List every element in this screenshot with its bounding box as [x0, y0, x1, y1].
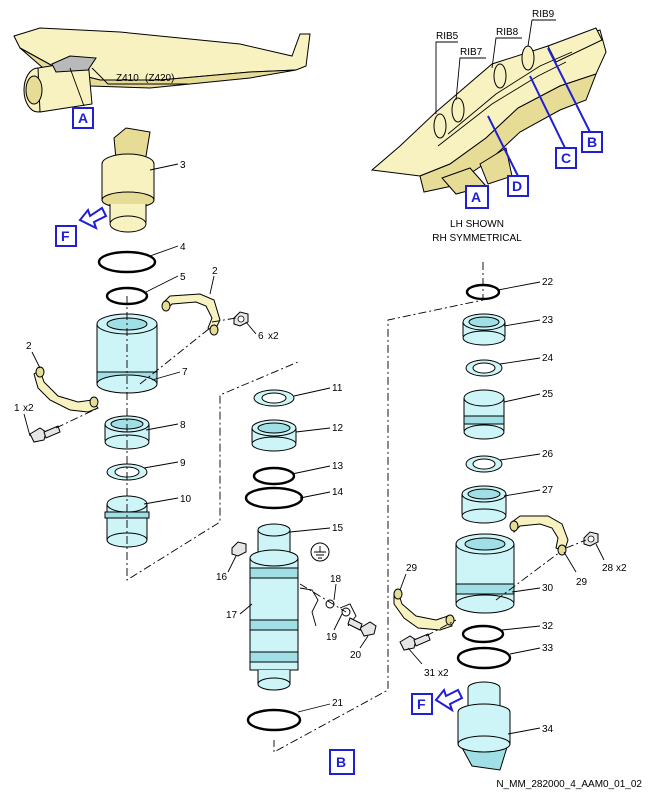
label-11: 11 — [332, 383, 343, 394]
svg-text:F: F — [61, 228, 70, 244]
part-6-nut — [233, 311, 249, 327]
label-16: 16 — [216, 572, 228, 583]
label-7: 7 — [182, 367, 188, 378]
part-12-ring — [251, 419, 297, 452]
part-3-coupling — [101, 127, 155, 233]
part-29-clamp-lower — [393, 588, 455, 631]
svg-text:A: A — [78, 110, 88, 126]
label-9: 9 — [180, 458, 186, 469]
part-2-clamp-upper — [161, 293, 221, 336]
part-15-17-duct — [249, 523, 299, 691]
label-23: 23 — [542, 315, 554, 326]
part-11-washer — [253, 389, 295, 407]
part-26-washer — [465, 455, 503, 473]
rib7-label: RIB7 — [460, 47, 483, 58]
view-a-title: A — [465, 185, 489, 209]
label-5: 5 — [180, 272, 186, 283]
label-17: 17 — [226, 610, 238, 621]
part-32-o-ring — [461, 624, 505, 644]
part-29-clamp-upper — [509, 515, 569, 556]
label-20: 20 — [350, 650, 362, 661]
part-25-adapter — [463, 389, 505, 440]
view-f-callout[interactable]: F — [55, 206, 108, 247]
label-27: 27 — [542, 485, 554, 496]
label-30: 30 — [542, 583, 554, 594]
label-31: 31 — [424, 668, 436, 679]
label-2-upper: 2 — [212, 266, 218, 277]
label-13: 13 — [332, 461, 344, 472]
part-27-ring — [461, 485, 507, 524]
label-15: 15 — [332, 523, 344, 534]
label-8: 8 — [180, 420, 186, 431]
label-31-qty: x2 — [438, 668, 449, 679]
label-12: 12 — [332, 423, 344, 434]
part-30-sleeve — [455, 533, 515, 614]
label-29-left: 29 — [406, 563, 418, 574]
svg-text:A: A — [471, 189, 481, 205]
rib9-label: RIB9 — [532, 9, 555, 20]
label-18: 18 — [330, 574, 342, 585]
svg-text:B: B — [587, 134, 597, 150]
zone-label-alt: (Z420) — [145, 73, 174, 84]
svg-text:F: F — [417, 696, 426, 712]
callout-d-link[interactable]: D — [507, 175, 529, 197]
label-26: 26 — [542, 449, 554, 460]
label-28-qty: x2 — [616, 563, 627, 574]
label-14: 14 — [332, 487, 344, 498]
label-19: 19 — [326, 632, 338, 643]
part-2-clamp-lower — [33, 366, 99, 413]
callout-b-link[interactable]: B — [581, 131, 603, 153]
svg-text:D: D — [512, 178, 522, 194]
label-3: 3 — [180, 160, 186, 171]
figure-reference: N_MM_282000_4_AAM0_01_02 — [496, 779, 642, 790]
part-22-o-ring — [465, 283, 501, 301]
wing-overview — [13, 27, 311, 113]
bonding-lead — [299, 587, 357, 627]
label-32: 32 — [542, 621, 554, 632]
label-24: 24 — [542, 353, 554, 364]
part-21-o-ring — [246, 708, 302, 732]
label-2-lower: 2 — [26, 341, 32, 352]
label-33: 33 — [542, 643, 554, 654]
label-6: 6 — [258, 331, 264, 342]
svg-text:B: B — [336, 754, 346, 770]
wing-rib-detail — [370, 19, 607, 195]
label-1-qty: x2 — [23, 403, 34, 414]
callout-a-top[interactable]: A — [72, 107, 94, 129]
label-28: 28 — [602, 563, 614, 574]
lh-shown-note: LH SHOWN — [450, 219, 504, 230]
label-6-qty: x2 — [268, 331, 279, 342]
rib8-label: RIB8 — [496, 27, 519, 38]
label-29-right: 29 — [576, 577, 588, 588]
part-28-nut — [583, 531, 599, 547]
ground-symbol — [310, 542, 330, 562]
part-1-bolt — [29, 425, 61, 443]
part-14-o-ring — [244, 486, 304, 510]
label-34: 34 — [542, 724, 554, 735]
part-13-o-ring — [252, 466, 296, 486]
svg-text:C: C — [561, 150, 571, 166]
part-4-o-ring — [97, 250, 157, 274]
part-23-ring — [462, 313, 506, 346]
label-1: 1 — [14, 403, 20, 414]
label-4: 4 — [180, 242, 186, 253]
rh-symmetrical-note: RH SYMMETRICAL — [432, 233, 522, 244]
callout-c-link[interactable]: C — [555, 147, 577, 169]
rib5-label: RIB5 — [436, 31, 459, 42]
part-24-washer — [465, 359, 503, 377]
label-10: 10 — [180, 494, 192, 505]
label-21: 21 — [332, 698, 344, 709]
label-25: 25 — [542, 389, 554, 400]
label-22: 22 — [542, 277, 554, 288]
part-31-bolt — [399, 633, 431, 651]
part-16-nut — [231, 541, 247, 557]
part-33-o-ring — [456, 646, 512, 670]
part-20-screw — [347, 617, 377, 637]
view-f-callout-right[interactable]: F — [411, 687, 464, 715]
view-b-title: B — [329, 749, 355, 775]
part-34-coupling — [457, 681, 511, 771]
zone-label: Z410 — [116, 73, 139, 84]
